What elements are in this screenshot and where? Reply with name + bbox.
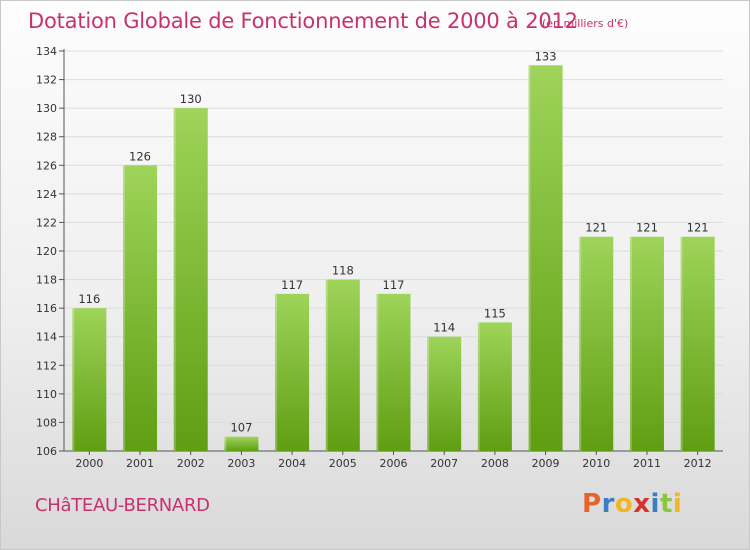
x-tick-label: 2005: [329, 457, 357, 470]
x-tick-label: 2008: [481, 457, 509, 470]
y-tick-label: 134: [36, 45, 57, 58]
logo-letter: i: [672, 489, 683, 519]
bar-2002: [173, 108, 208, 452]
bar-value-label: 114: [433, 321, 455, 335]
y-tick-label: 120: [36, 245, 57, 258]
bar-2004: [275, 293, 310, 451]
bar-value-label: 116: [78, 292, 100, 306]
logo-letter: P: [582, 489, 602, 519]
bar-highlight: [376, 293, 379, 451]
bar-2011: [629, 236, 664, 451]
bar-highlight: [629, 236, 632, 451]
logo-letter: o: [614, 489, 634, 519]
y-tick-label: 132: [36, 74, 57, 87]
bar-value-label: 130: [180, 92, 202, 106]
logo-letter: t: [659, 489, 673, 519]
x-tick-label: 2000: [75, 457, 103, 470]
y-tick-label: 118: [36, 274, 57, 287]
bar-value-label: 121: [687, 221, 709, 235]
y-tick-label: 126: [36, 159, 57, 172]
bar-2005: [325, 279, 360, 451]
bar-2012: [680, 236, 715, 451]
x-tick-label: 2010: [582, 457, 610, 470]
chart-subtitle: (en milliers d'€): [542, 17, 629, 30]
y-tick-label: 108: [36, 416, 57, 429]
x-tick-label: 2002: [177, 457, 205, 470]
commune-name: CHâTEAU-BERNARD: [35, 495, 210, 516]
x-tick-label: 2007: [430, 457, 458, 470]
bar-2001: [123, 165, 158, 452]
bar-value-label: 121: [585, 221, 607, 235]
labels: 116 2000 126 2001 130 2002 107 2003 117 2004 118 20…: [75, 49, 711, 470]
bar-2007: [427, 336, 462, 451]
x-tick-label: 2012: [684, 457, 712, 470]
bar-value-label: 117: [281, 278, 303, 292]
bar-value-label: 118: [332, 264, 354, 278]
bar-value-label: 121: [636, 221, 658, 235]
bar-highlight: [275, 293, 278, 451]
y-tick-label: 114: [36, 331, 57, 344]
bar-highlight: [680, 236, 683, 451]
chart-title: Dotation Globale de Fonctionnement de 20…: [28, 9, 578, 33]
bar-highlight: [477, 322, 480, 451]
proxiti-logo: Proxiti: [582, 489, 682, 519]
logo-letter: r: [601, 489, 615, 519]
bars: [72, 65, 715, 452]
bar-2006: [376, 293, 411, 451]
x-tick-label: 2011: [633, 457, 661, 470]
bar-2010: [579, 236, 614, 451]
y-tick-label: 110: [36, 388, 57, 401]
y-tick-label: 116: [36, 302, 57, 315]
logo-letter: i: [650, 489, 660, 519]
x-tick-label: 2009: [532, 457, 560, 470]
bar-highlight: [427, 336, 430, 451]
y-tick-label: 106: [36, 445, 57, 458]
bar-value-label: 117: [383, 278, 405, 292]
bar-highlight: [528, 65, 531, 452]
bar-highlight: [325, 279, 328, 451]
y-tick-label: 122: [36, 216, 57, 229]
y-tick-label: 124: [36, 188, 57, 201]
x-tick-label: 2001: [126, 457, 154, 470]
bar-value-label: 133: [535, 49, 557, 63]
logo-letter: x: [633, 489, 651, 519]
bar-2000: [72, 308, 107, 451]
x-tick-label: 2004: [278, 457, 306, 470]
y-tick-label: 112: [36, 359, 57, 372]
bar-highlight: [224, 436, 227, 451]
bar-2003: [224, 436, 259, 451]
bar-value-label: 115: [484, 306, 506, 320]
x-tick-label: 2003: [227, 457, 255, 470]
y-tick-label: 130: [36, 102, 57, 115]
bar-2009: [528, 65, 563, 452]
bar-value-label: 126: [129, 149, 151, 163]
bar-highlight: [579, 236, 582, 451]
bar-highlight: [173, 108, 176, 452]
bar-value-label: 107: [230, 421, 252, 435]
bar-highlight: [72, 308, 75, 451]
y-tick-label: 128: [36, 131, 57, 144]
bar-highlight: [123, 165, 126, 452]
x-tick-label: 2006: [380, 457, 408, 470]
bar-2008: [477, 322, 512, 451]
